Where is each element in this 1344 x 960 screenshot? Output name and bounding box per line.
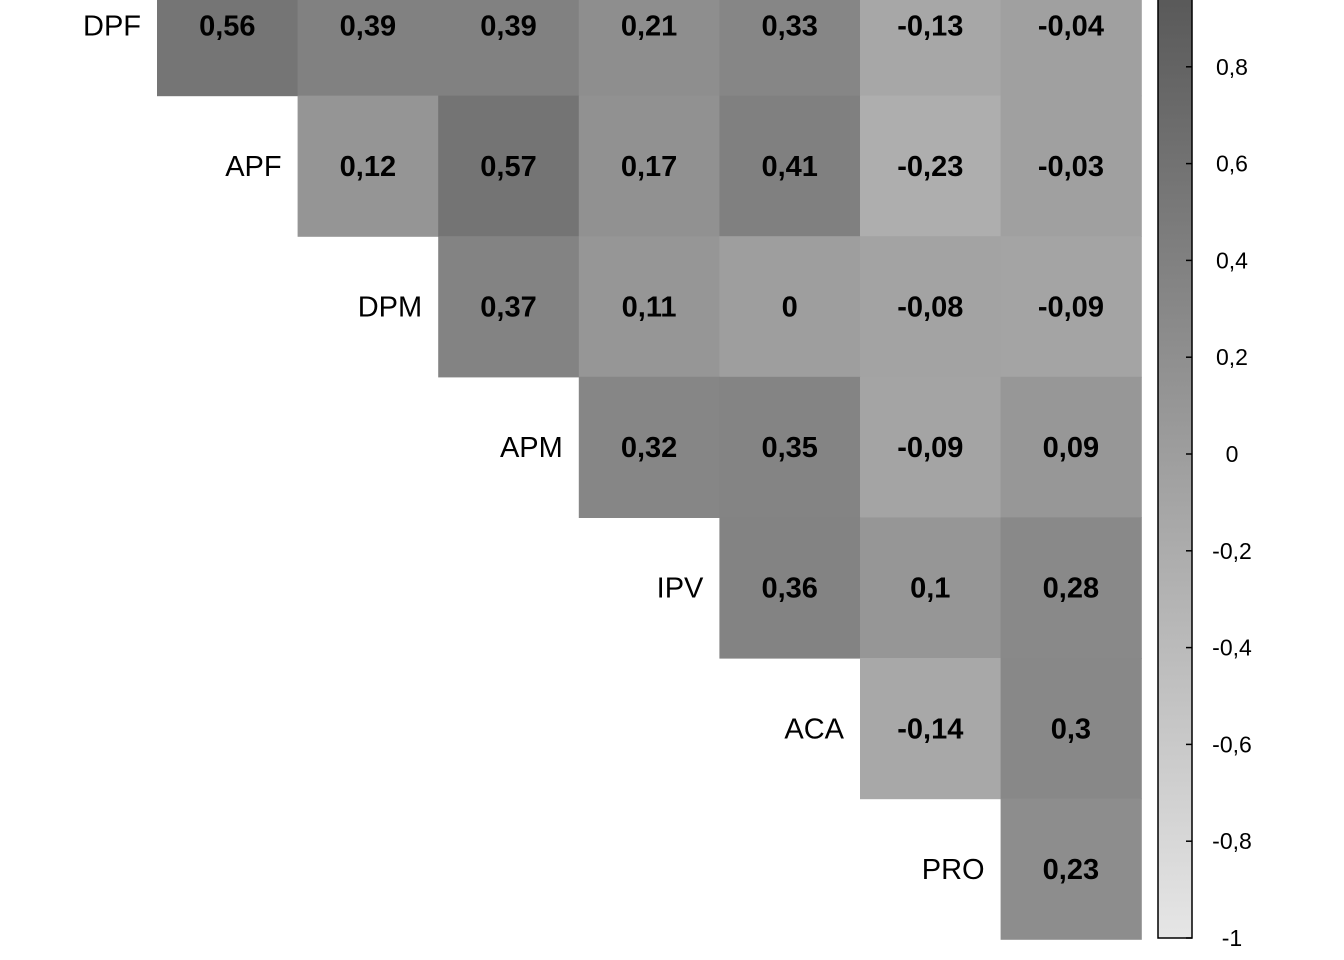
cell-value-label: -0,03: [1038, 151, 1104, 183]
colorbar-tick-label: -0,2: [1212, 538, 1252, 564]
colorbar-gradient: [1157, 0, 1193, 939]
heatmap-cell-aca-pro: [1000, 658, 1142, 800]
colorbar-tick-label: 0,6: [1216, 151, 1248, 177]
heatmap-cell-apf-dpm: [438, 95, 580, 237]
colorbar-tick-label: -1: [1222, 925, 1242, 951]
cell-value-label: -0,04: [1038, 10, 1104, 42]
cell-value-label: 0,56: [199, 10, 255, 42]
heatmap-cell-dpf-ipv: [719, 0, 861, 97]
heatmap-cell-dpf-apf: [297, 0, 439, 97]
cell-value-label: 0,17: [621, 151, 677, 183]
heatmap-cell-aca-aca: [860, 658, 1002, 800]
heatmap-cell-apf-aca: [860, 95, 1002, 237]
colorbar-tick-label: -0,6: [1212, 731, 1252, 757]
heatmap-cells: 0,56 0,39 0,39 0,21 0,33 -0,13 -0,04 0,12 0,57 0,…: [157, 0, 1142, 940]
cell-value-label: 0,39: [480, 10, 536, 42]
heatmap-cell-dpf-dpm: [438, 0, 580, 97]
cell-value-label: 0,28: [1043, 573, 1099, 605]
cell-value-label: 0,37: [480, 292, 536, 324]
cell-value-label: 0,33: [761, 10, 817, 42]
row-label-ipv: IPV: [657, 573, 704, 605]
cell-value-label: 0,36: [761, 573, 817, 605]
row-label-dpm: DPM: [358, 292, 422, 324]
heatmap-cell-dpm-dpm: [438, 236, 580, 378]
heatmap-cell-dpm-aca: [860, 236, 1002, 378]
cell-value-label: 0: [782, 292, 798, 324]
cell-value-label: -0,09: [897, 432, 963, 464]
cell-value-label: 0,12: [340, 151, 396, 183]
row-label-apf: APF: [225, 151, 281, 183]
cell-value-label: 0,32: [621, 432, 677, 464]
row-label-apm: APM: [500, 432, 563, 464]
cell-value-label: 0,39: [340, 10, 396, 42]
heatmap-cell-dpf-pro: [1000, 0, 1142, 97]
cell-value-label: 0,57: [480, 151, 536, 183]
colorbar-tick-label: 0,4: [1216, 247, 1248, 273]
cell-value-label: 0,35: [761, 432, 817, 464]
heatmap-cell-apm-aca: [860, 376, 1002, 518]
cell-value-label: 0,11: [622, 292, 677, 324]
heatmap-cell-ipv-pro: [1000, 517, 1142, 659]
heatmap-cell-apf-apf: [297, 95, 439, 237]
heatmap-cell-apm-ipv: [719, 376, 861, 518]
heatmap-cell-apf-pro: [1000, 95, 1142, 237]
row-label-dpf: DPF: [83, 10, 141, 42]
cell-value-label: -0,09: [1038, 292, 1104, 324]
cell-value-label: -0,14: [897, 713, 963, 745]
heatmap-cell-ipv-ipv: [719, 517, 861, 659]
heatmap-cell-dpm-apm: [578, 236, 720, 378]
heatmap-cell-apm-pro: [1000, 376, 1142, 518]
cell-value-label: 0,21: [621, 10, 677, 42]
colorbar-tick-label: -0,4: [1212, 635, 1252, 661]
heatmap-cell-apf-ipv: [719, 95, 861, 237]
row-label-pro: PRO: [922, 854, 985, 886]
heatmap-cell-dpm-ipv: [719, 236, 861, 378]
heatmap-cell-dpf-apm: [578, 0, 720, 97]
heatmap-cell-dpm-pro: [1000, 236, 1142, 378]
cell-value-label: 0,23: [1043, 854, 1099, 886]
cell-value-label: 0,41: [761, 151, 817, 183]
cell-value-label: -0,23: [897, 151, 963, 183]
heatmap-cell-apm-apm: [578, 376, 720, 518]
cell-value-label: -0,13: [897, 10, 963, 42]
colorbar-tick-label: 0,8: [1216, 54, 1248, 80]
cell-value-label: 0,1: [910, 573, 950, 605]
cell-value-label: 0,09: [1043, 432, 1099, 464]
cell-value-label: -0,08: [897, 292, 963, 324]
heatmap-cell-pro-pro: [1000, 798, 1142, 940]
colorbar-tick-label: -0,8: [1212, 828, 1252, 854]
colorbar-tick-label: 0,2: [1216, 344, 1248, 370]
colorbar: 0,8 0,6 0,4 0,2 0 -0,2 -0,4 -0,6 -0,8 -1: [1157, 0, 1252, 951]
heatmap-cell-dpf-aca: [860, 0, 1002, 97]
heatmap-cell-dpf-dpf: [157, 0, 299, 97]
heatmap-cell-apf-apm: [578, 95, 720, 237]
row-label-aca: ACA: [784, 713, 844, 745]
colorbar-tick-label: 0: [1226, 441, 1239, 467]
cell-value-label: 0,3: [1051, 713, 1091, 745]
heatmap-cell-ipv-aca: [860, 517, 1002, 659]
row-labels: DPF APF DPM APM IPV ACA PRO: [83, 10, 985, 886]
